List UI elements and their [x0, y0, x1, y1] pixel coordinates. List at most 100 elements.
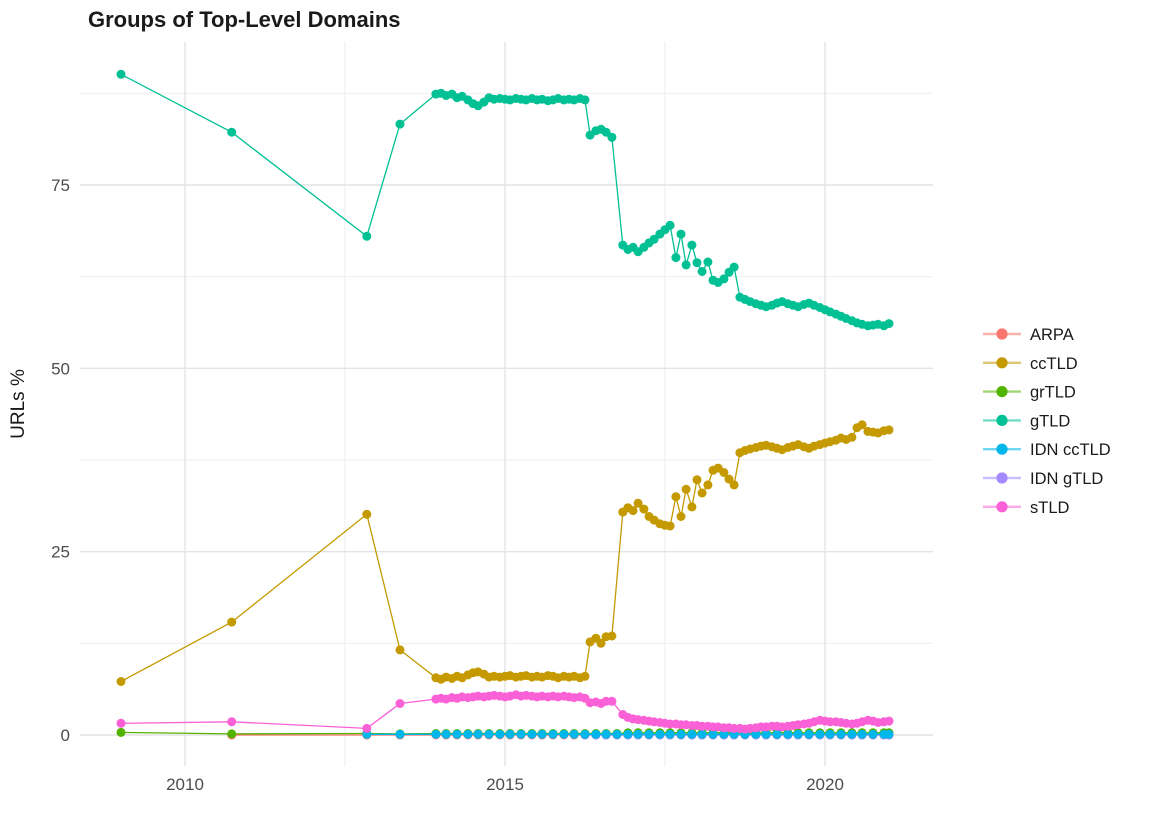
data-point	[116, 677, 126, 686]
data-point	[395, 645, 405, 655]
data-point	[687, 729, 697, 739]
data-point	[649, 234, 659, 244]
legend-item-label: ccTLD	[1030, 355, 1078, 373]
x-tick-label: 2010	[166, 775, 204, 794]
data-point	[697, 729, 707, 739]
data-point	[884, 425, 894, 435]
grid-layer	[80, 42, 933, 766]
data-point	[671, 253, 681, 263]
data-point	[655, 729, 665, 739]
data-point	[395, 729, 405, 739]
legend: ARPA ccTLD grTLD gTLD IDN ccTLD IDN gTLD sTLD	[983, 326, 1111, 517]
data-point	[452, 729, 462, 739]
data-point	[623, 729, 633, 739]
data-point	[227, 717, 237, 727]
legend-item-label: IDN ccTLD	[1030, 441, 1111, 459]
y-tick-label: 75	[51, 176, 70, 195]
series-layer	[116, 69, 894, 740]
legend-item-label: sTLD	[1030, 499, 1070, 517]
legend-item-label: IDN gTLD	[1030, 470, 1103, 488]
data-point	[772, 729, 782, 739]
y-tick-label: 50	[51, 359, 70, 378]
data-point	[431, 729, 441, 739]
legend-key-dot	[996, 501, 1008, 513]
data-point	[612, 729, 622, 739]
data-point	[473, 729, 483, 739]
x-tick-label: 2020	[806, 775, 844, 794]
data-point	[692, 475, 702, 485]
data-point	[362, 509, 372, 519]
data-point	[836, 729, 846, 739]
series-stld	[116, 690, 894, 734]
data-point	[847, 432, 857, 442]
data-point	[697, 488, 707, 498]
data-point	[505, 729, 515, 739]
data-point	[607, 696, 617, 706]
legend-key-dot	[996, 328, 1008, 340]
legend-key-dot	[996, 386, 1008, 398]
data-point	[607, 631, 617, 641]
legend-item-cctld: ccTLD	[983, 355, 1078, 373]
data-point	[687, 240, 697, 250]
data-point	[665, 729, 675, 739]
data-point	[537, 729, 547, 739]
series-cctld	[116, 420, 894, 686]
legend-key-dot	[996, 472, 1008, 484]
data-point	[580, 95, 590, 105]
data-point	[116, 718, 126, 728]
data-point	[681, 484, 691, 494]
data-point	[580, 671, 590, 681]
legend-item-label: gTLD	[1030, 412, 1070, 430]
data-point	[580, 729, 590, 739]
data-point	[676, 229, 686, 239]
data-point	[857, 420, 867, 430]
data-point	[516, 729, 526, 739]
legend-key-dot	[996, 357, 1008, 369]
data-point	[395, 119, 405, 129]
y-tick-label: 0	[61, 726, 70, 745]
x-tick-label: 2015	[486, 775, 524, 794]
data-point	[884, 319, 894, 329]
data-point	[116, 69, 126, 79]
series-gtld	[116, 69, 894, 331]
data-point	[761, 729, 771, 739]
data-point	[665, 220, 675, 230]
data-point	[601, 127, 611, 137]
data-point	[495, 729, 505, 739]
data-point	[884, 729, 894, 739]
data-point	[601, 729, 611, 739]
data-point	[362, 231, 372, 241]
data-point	[703, 480, 713, 490]
data-point	[596, 638, 606, 648]
data-point	[116, 727, 126, 737]
data-point	[227, 729, 237, 739]
data-point	[676, 512, 686, 521]
data-point	[847, 729, 857, 739]
data-point	[719, 274, 729, 284]
data-point	[708, 729, 718, 739]
data-point	[607, 132, 617, 142]
legend-item-idn-cctld: IDN ccTLD	[983, 441, 1111, 459]
data-point	[665, 521, 675, 531]
data-point	[676, 729, 686, 739]
data-point	[671, 492, 681, 502]
data-point	[729, 480, 739, 490]
legend-item-label: ARPA	[1030, 326, 1074, 344]
data-point	[825, 729, 835, 739]
data-point	[692, 258, 702, 268]
data-point	[868, 729, 878, 739]
data-point	[729, 262, 739, 272]
data-point	[815, 729, 825, 739]
data-point	[724, 474, 734, 484]
data-point	[395, 699, 405, 708]
data-point	[644, 729, 654, 739]
data-point	[703, 257, 713, 267]
series-idn-cctld	[362, 729, 894, 739]
y-tick-label: 25	[51, 543, 70, 562]
data-point	[633, 498, 643, 508]
data-point	[559, 729, 569, 739]
data-point	[639, 504, 649, 514]
legend-item-arpa: ARPA	[983, 326, 1074, 344]
